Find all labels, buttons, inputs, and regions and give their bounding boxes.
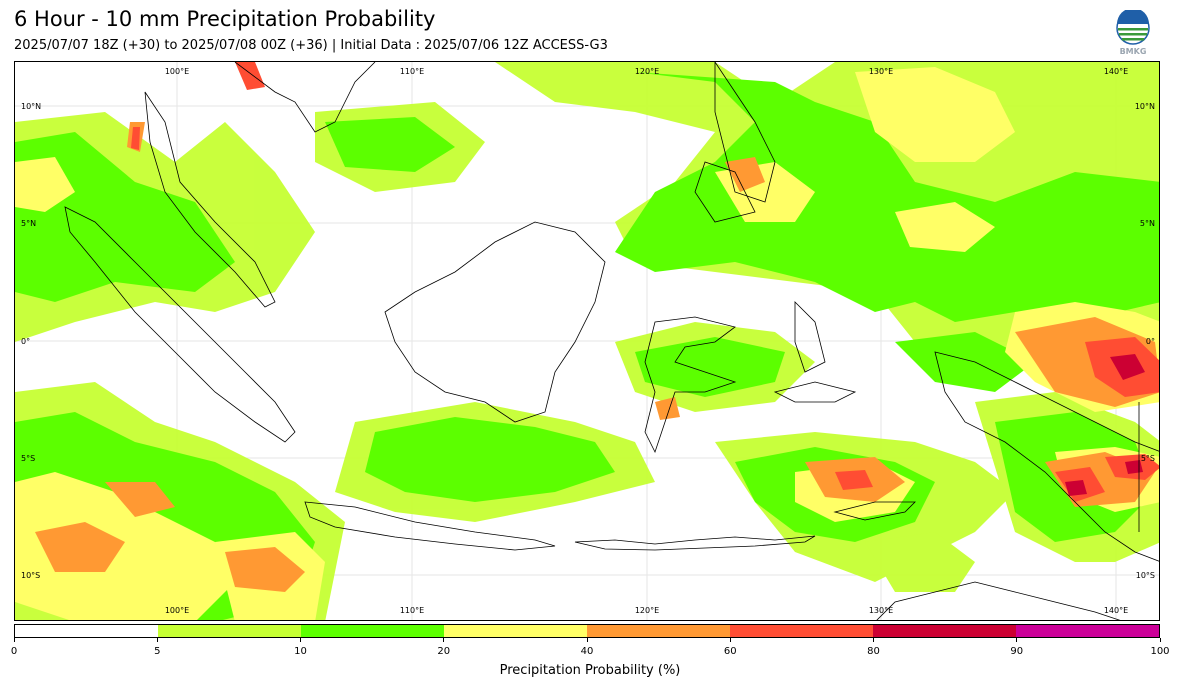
colorbar-tick-label: 40 (580, 646, 594, 657)
colorbar-segment (301, 625, 444, 637)
colorbar-tickmark (156, 638, 158, 642)
colorbar-tick-label: 5 (154, 646, 161, 657)
lat-label-right: 5°N (1140, 219, 1155, 228)
colorbar-segment (873, 625, 1016, 637)
lon-label-top: 140°E (1104, 67, 1128, 76)
colorbar-segment (15, 625, 158, 637)
lat-labels-right: 10°N 5°N 0° 5°S 10°S (1135, 102, 1155, 580)
colorbar-tick-label: 80 (867, 646, 880, 657)
lat-label-right: 10°N (1135, 102, 1155, 111)
lat-label-right: 5°S (1141, 454, 1155, 463)
colorbar-segment (587, 625, 730, 637)
lat-label-left: 5°N (21, 219, 36, 228)
lon-labels-top: 100°E 110°E 120°E 130°E 140°E (165, 67, 1128, 76)
chart-subtitle: 2025/07/07 18Z (+30) to 2025/07/08 00Z (… (14, 38, 608, 53)
lat-label-left: 0° (21, 337, 30, 346)
colorbar-segment (730, 625, 873, 637)
coastlines (64, 62, 1159, 620)
precipitation-map: 100°E 110°E 120°E 130°E 140°E 100°E 110°… (14, 61, 1160, 621)
colorbar (14, 624, 1160, 638)
colorbar-tick-label: 90 (1010, 646, 1024, 657)
lon-label-bottom: 140°E (1104, 606, 1128, 615)
colorbar-tick-label: 20 (437, 646, 451, 657)
colorbar-tickmark (300, 638, 301, 642)
lat-labels-left: 10°N 5°N 0° 5°S 10°S (21, 102, 41, 580)
colorbar-tickmark (13, 638, 15, 642)
colorbar-tick-label: 0 (10, 646, 18, 657)
colorbar-tickmark (586, 638, 588, 642)
colorbar-tickmark (873, 638, 874, 642)
lat-label-left: 10°S (21, 571, 40, 580)
lat-label-right: 10°S (1136, 571, 1155, 580)
lat-label-left: 5°S (21, 454, 35, 463)
chart-title: 6 Hour - 10 mm Precipitation Probability (14, 7, 436, 31)
lon-labels-bottom: 100°E 110°E 120°E 130°E 140°E (165, 606, 1128, 615)
svg-text:BMKG: BMKG (1120, 47, 1147, 56)
lon-label-bottom: 120°E (635, 606, 659, 615)
lon-label-top: 120°E (635, 67, 659, 76)
precip-field-80-90 (1065, 354, 1145, 496)
colorbar-tickmark (1159, 638, 1161, 642)
lon-label-bottom: 100°E (165, 606, 189, 615)
lon-label-top: 110°E (400, 67, 424, 76)
lat-label-right: 0° (1146, 337, 1155, 346)
lon-label-top: 130°E (869, 67, 893, 76)
colorbar-segment (158, 625, 301, 637)
lon-label-top: 100°E (165, 67, 189, 76)
colorbar-tickmark (443, 638, 445, 642)
colorbar-tick-label: 100 (1150, 646, 1170, 657)
colorbar-tick-label: 60 (723, 646, 737, 657)
bmkg-logo: BMKG (1112, 8, 1154, 56)
colorbar-segment (1016, 625, 1159, 637)
colorbar-tick-label: 10 (294, 646, 307, 657)
colorbar-label: Precipitation Probability (%) (499, 663, 681, 678)
colorbar-segment (444, 625, 587, 637)
colorbar-tickmark (729, 638, 731, 642)
lon-label-bottom: 130°E (869, 606, 893, 615)
lon-label-bottom: 110°E (400, 606, 424, 615)
colorbar-tickmark (1016, 638, 1018, 642)
lat-label-left: 10°N (21, 102, 41, 111)
